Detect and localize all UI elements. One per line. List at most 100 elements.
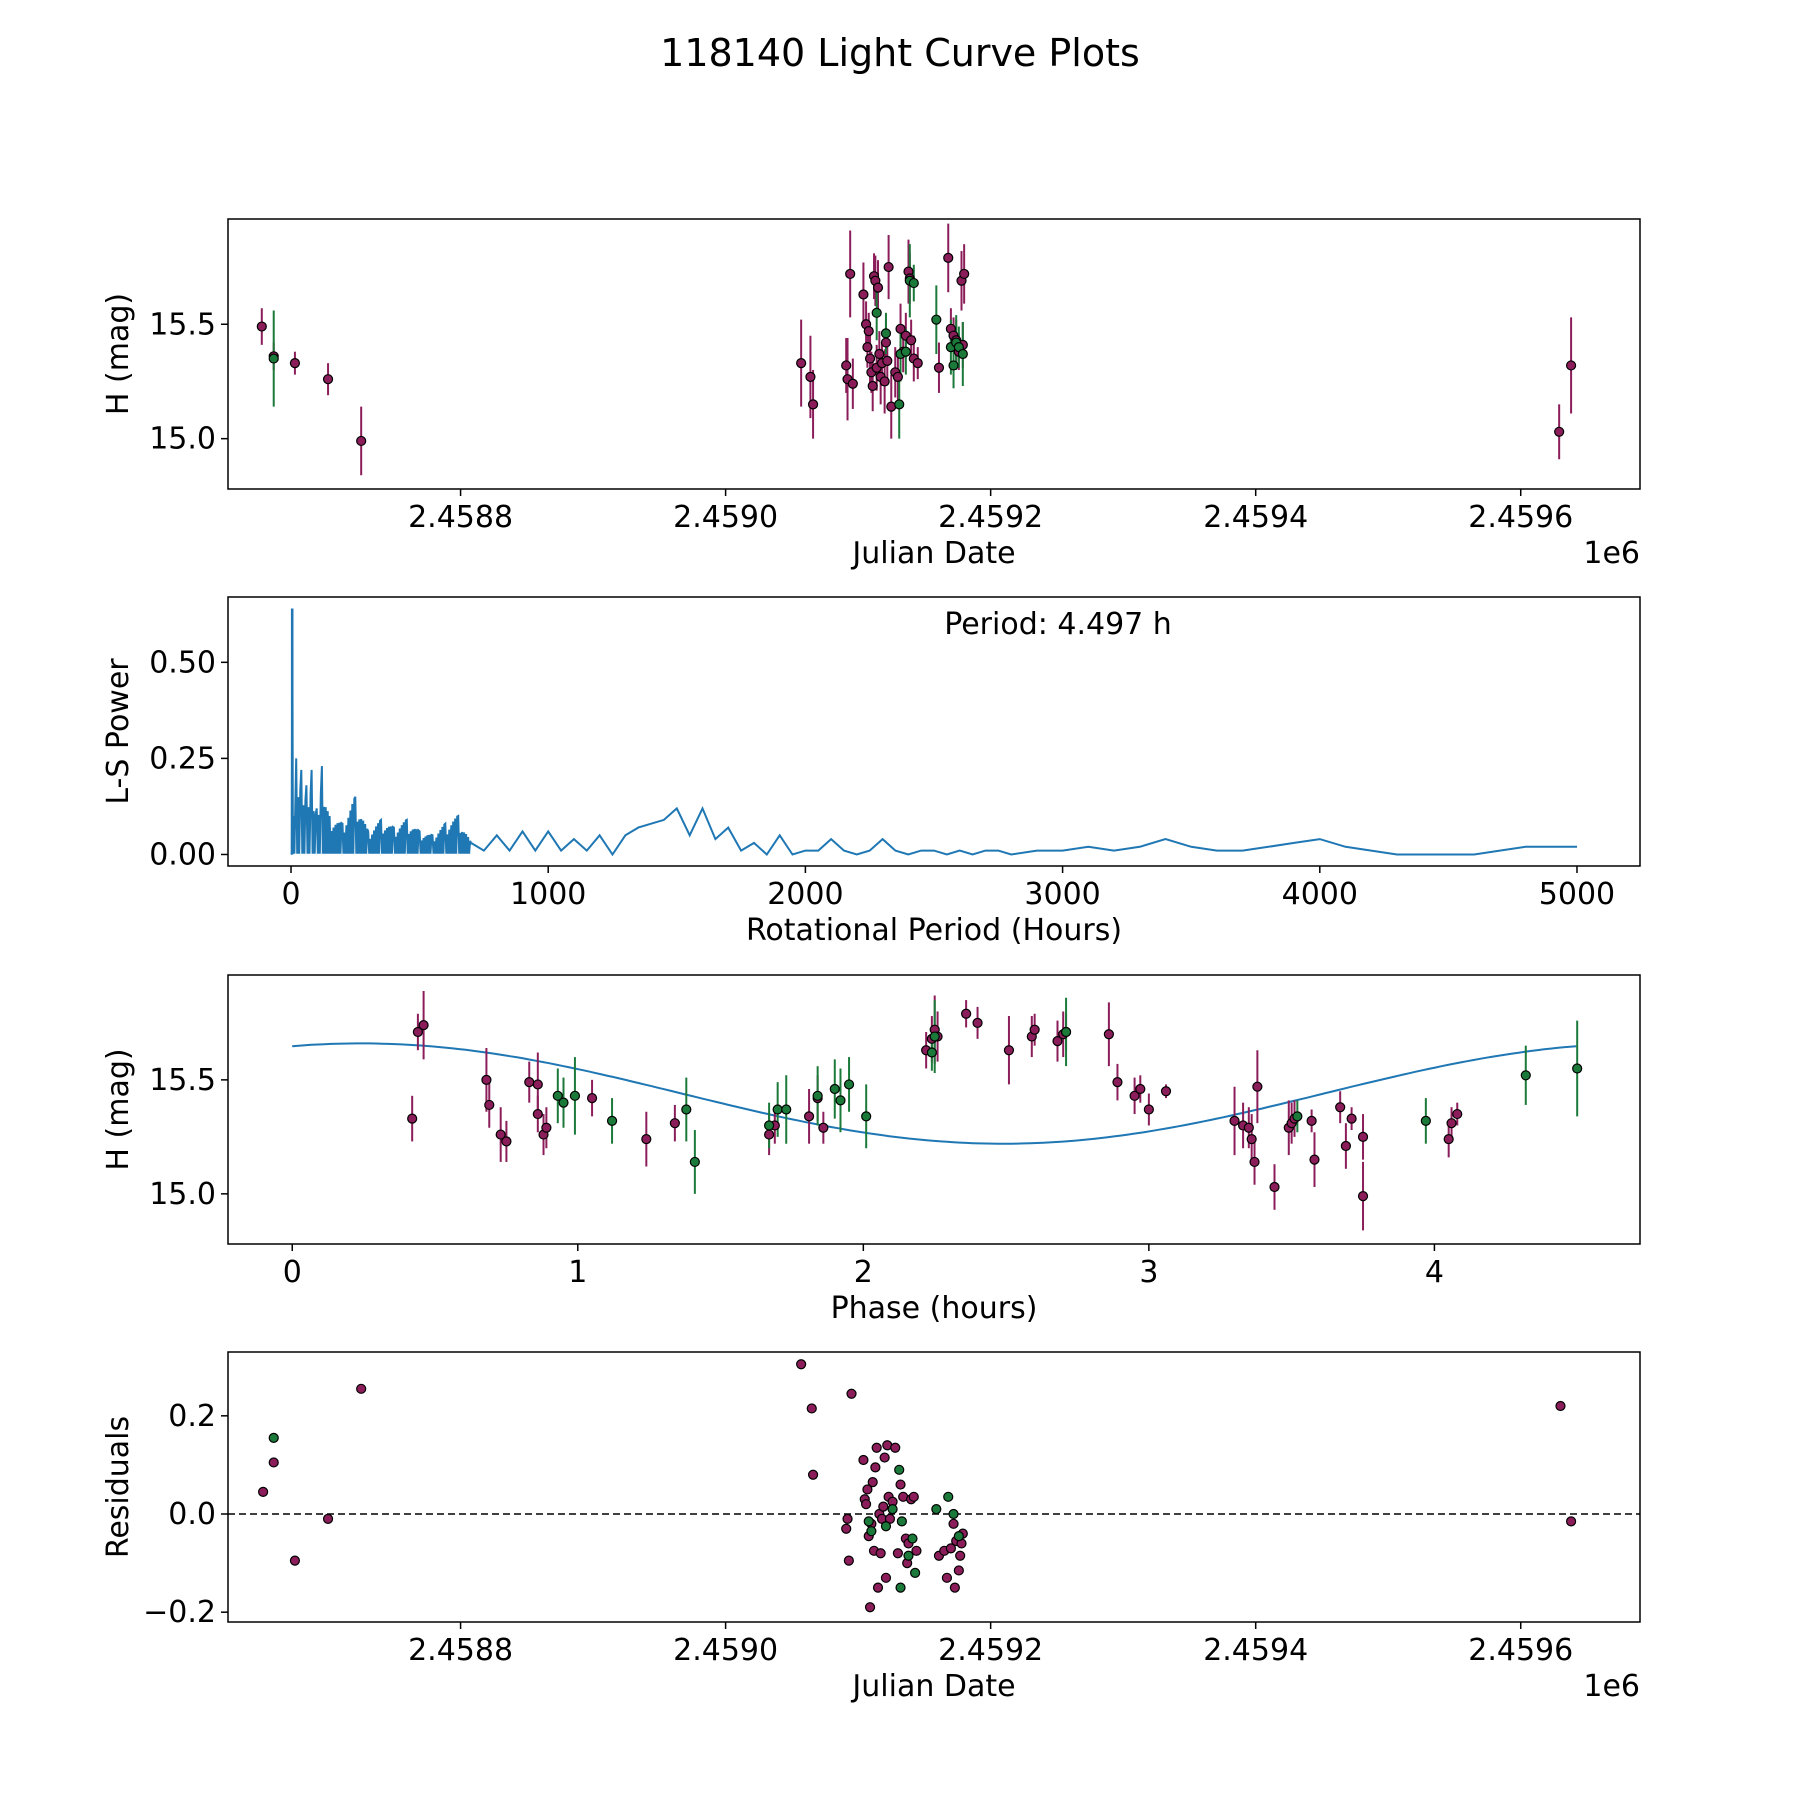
phase-point-magenta	[1112, 1077, 1123, 1088]
lightcurve-point-green	[908, 277, 919, 289]
residuals-point-magenta	[858, 1454, 869, 1466]
lightcurve-ytick-label: 15.5	[149, 307, 216, 342]
lightcurve-point-green	[880, 328, 892, 339]
residuals-xlabel: Julian Date	[850, 1669, 1015, 1704]
periodogram-xtick-label: 5000	[1539, 877, 1615, 912]
phase-point-magenta	[532, 1108, 543, 1120]
lightcurve-point-magenta	[289, 358, 301, 369]
residuals-point-magenta	[892, 1548, 903, 1559]
phase-point-magenta	[1452, 1108, 1463, 1120]
residuals-offset-label: 1e6	[1583, 1669, 1640, 1704]
residuals-point-magenta	[289, 1555, 301, 1566]
lightcurve-point-green	[957, 348, 968, 360]
residuals-point-magenta	[860, 1499, 872, 1510]
lightcurve-ytick-label: 15.0	[149, 422, 216, 457]
lightcurve-xtick-label: 2.4590	[673, 500, 778, 535]
lightcurve-point-green	[931, 314, 942, 325]
phase-xtick-label: 3	[1139, 1255, 1158, 1290]
residuals-point-magenta	[945, 1543, 956, 1554]
residuals-point-green	[268, 1432, 279, 1444]
lightcurve-point-green	[900, 346, 911, 357]
residuals-point-magenta	[908, 1491, 919, 1502]
residuals-point-magenta	[864, 1602, 876, 1613]
phase-point-magenta	[1160, 1086, 1172, 1097]
phase-ylabel: H (mag)	[101, 1048, 136, 1170]
residuals-xtick-label: 2.4594	[1203, 1633, 1308, 1668]
phase-point-green	[929, 1031, 940, 1042]
lightcurve-point-magenta	[863, 326, 874, 337]
periodogram-xtick-label: 2000	[767, 877, 843, 912]
lightcurve-point-green	[268, 353, 279, 364]
residuals-point-green	[863, 1516, 874, 1527]
residuals-xtick-label: 2.4588	[408, 1633, 513, 1668]
phase-point-green	[689, 1156, 700, 1168]
phase-point-green	[552, 1090, 563, 1101]
phase-point-magenta	[1357, 1191, 1369, 1202]
residuals-point-magenta	[941, 1572, 953, 1583]
lightcurve-point-magenta	[864, 353, 876, 364]
lightcurve-xtick-label: 2.4592	[938, 500, 1043, 535]
lightcurve-point-magenta	[807, 399, 819, 410]
lightcurve-point-magenta	[895, 323, 906, 334]
residuals-point-magenta	[890, 1442, 901, 1453]
phase-point-magenta	[407, 1113, 418, 1124]
lightcurve-point-magenta	[872, 282, 884, 293]
phase-point-magenta	[1269, 1181, 1280, 1193]
periodogram-ytick-label: 0.25	[149, 741, 216, 776]
residuals-point-magenta	[796, 1359, 807, 1370]
phase-point-magenta	[669, 1118, 680, 1129]
phase-point-green	[861, 1111, 872, 1122]
residuals-point-magenta	[955, 1550, 966, 1561]
residuals-ytick-label: 0.2	[168, 1399, 216, 1434]
phase-point-green	[835, 1095, 846, 1106]
phase-point-magenta	[1052, 1036, 1063, 1047]
periodogram-xtick-label: 4000	[1282, 877, 1358, 912]
phase-xtick-label: 4	[1425, 1255, 1444, 1290]
phase-xlabel: Phase (hours)	[831, 1291, 1038, 1326]
lightcurve-xlabel: Julian Date	[850, 536, 1015, 571]
residuals-point-green	[953, 1530, 964, 1542]
residuals-ytick-label: 0.0	[168, 1497, 216, 1532]
phase-model-curve	[292, 1042, 1577, 1145]
phase-ytick-label: 15.0	[149, 1177, 216, 1212]
phase-point-magenta	[481, 1074, 492, 1085]
lightcurve-point-magenta	[959, 268, 970, 280]
lightcurve-offset-label: 1e6	[1583, 536, 1640, 571]
phase-point-green	[812, 1090, 823, 1101]
residuals-point-magenta	[806, 1403, 817, 1414]
phase-point-magenta	[1003, 1045, 1015, 1056]
phase-point-green	[764, 1120, 775, 1131]
residuals-point-green	[880, 1521, 892, 1532]
residuals-xtick-label: 2.4596	[1468, 1633, 1573, 1668]
periodogram-xlabel: Rotational Period (Hours)	[746, 913, 1122, 948]
phase-point-magenta	[495, 1129, 506, 1140]
residuals-point-magenta	[322, 1513, 334, 1525]
phase-point-green	[1420, 1115, 1431, 1126]
phase-point-magenta	[1340, 1140, 1351, 1152]
residuals-point-magenta	[843, 1555, 854, 1566]
residuals-point-magenta	[879, 1452, 890, 1463]
phase-point-green	[1572, 1063, 1583, 1074]
phase-point-magenta	[1306, 1115, 1317, 1126]
phase-point-magenta	[1103, 1029, 1114, 1040]
periodogram-ylabel: L-S Power	[101, 658, 136, 805]
phase-point-green	[1060, 1026, 1072, 1038]
lightcurve-ylabel: H (mag)	[101, 293, 136, 415]
lightcurve-frame	[227, 218, 1641, 490]
lightcurve-point-magenta	[874, 348, 885, 360]
periodogram-xtick-label: 1000	[510, 877, 586, 912]
lightcurve-point-magenta	[858, 289, 869, 300]
lightcurve-point-magenta	[1565, 360, 1577, 371]
phase-point-green	[843, 1079, 855, 1090]
residuals-point-magenta	[875, 1548, 886, 1559]
lightcurve-point-magenta	[356, 435, 367, 447]
residuals-point-magenta	[258, 1486, 269, 1498]
phase-point-green	[781, 1104, 792, 1115]
residuals-point-magenta	[807, 1469, 819, 1480]
lightcurve-point-magenta	[862, 342, 873, 353]
phase-point-magenta	[641, 1134, 652, 1145]
lightcurve-xtick-label: 2.4594	[1203, 500, 1308, 535]
phase-point-green	[829, 1083, 840, 1095]
phase-point-magenta	[1143, 1104, 1154, 1115]
residuals-point-green	[903, 1550, 914, 1561]
